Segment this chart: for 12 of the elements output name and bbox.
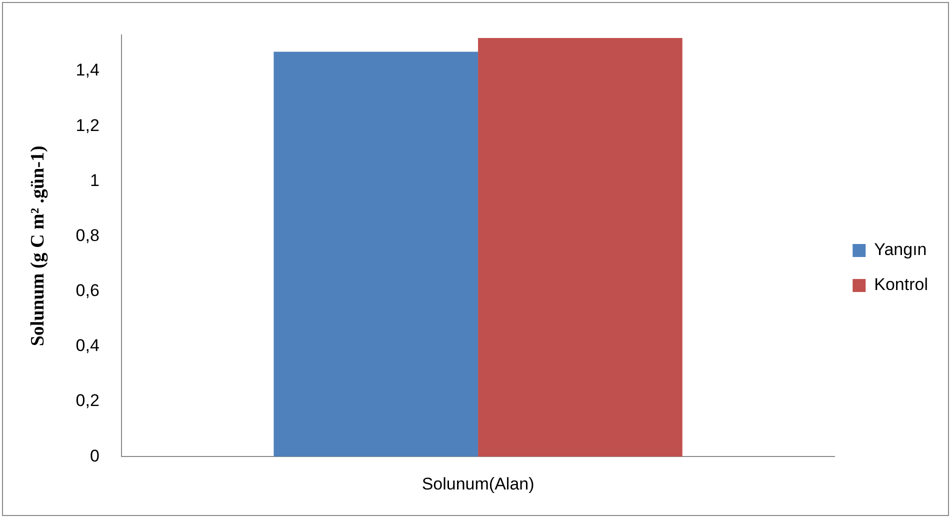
y-tick-label: 0,6 <box>76 281 100 300</box>
x-tick-label: Solunum(Alan) <box>422 474 534 494</box>
y-axis-title: Solunum (g C m² .gün-1) <box>27 146 48 346</box>
y-tick-label: 1,4 <box>76 60 100 80</box>
y-tick-label: 0,2 <box>76 391 100 410</box>
y-tick-label: 0 <box>90 446 100 466</box>
y-tick-label: 1 <box>90 170 100 190</box>
legend-label: Yangın <box>874 240 927 260</box>
legend-label: Kontrol <box>874 275 928 294</box>
y-tick-label: 0,8 <box>76 226 100 245</box>
y-tick-label: 0,4 <box>76 336 100 356</box>
y-tick-label: 1,2 <box>76 116 100 135</box>
